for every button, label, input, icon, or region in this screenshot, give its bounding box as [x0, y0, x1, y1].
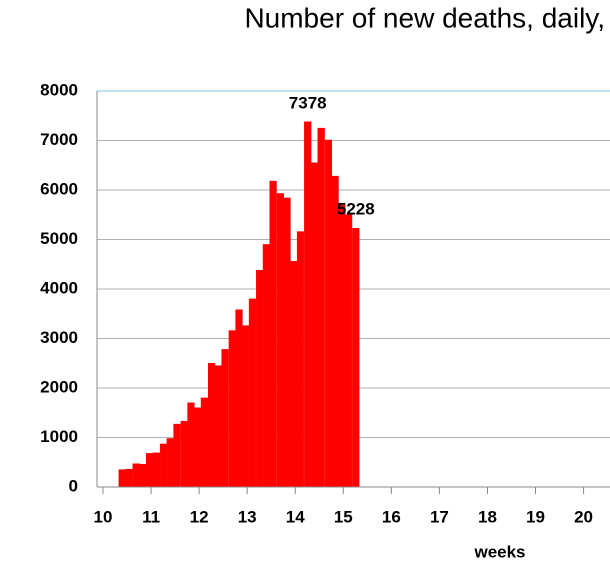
chart-title: Number of new deaths, daily,: [244, 2, 605, 33]
x-tick-label: 19: [526, 507, 545, 526]
bar: [214, 365, 222, 488]
bar: [118, 469, 126, 488]
x-tick-label: 12: [190, 507, 209, 526]
y-tick-label: 8000: [40, 80, 78, 99]
bar: [338, 204, 346, 488]
x-tick-label: 11: [142, 507, 160, 526]
data-label: 5228: [337, 200, 375, 219]
bar: [194, 407, 202, 488]
bar: [173, 423, 181, 488]
y-tick-label: 3000: [40, 328, 78, 347]
y-tick-label: 4000: [40, 278, 78, 297]
y-tick-label: 6000: [40, 179, 78, 198]
y-tick-label: 0: [69, 476, 78, 495]
bar: [139, 463, 147, 488]
bar: [166, 438, 174, 488]
bar: [159, 443, 168, 488]
y-tick-label: 5000: [40, 229, 78, 248]
bar: [324, 139, 333, 488]
bar: [208, 363, 216, 488]
bar: [317, 127, 325, 488]
y-tick-label: 7000: [40, 130, 78, 149]
x-tick-label: 20: [574, 507, 593, 526]
bar: [304, 121, 312, 488]
bar: [248, 298, 257, 488]
data-label: 7378: [289, 93, 327, 112]
x-tick-label: 13: [238, 507, 257, 526]
bar: [283, 197, 291, 488]
x-tick-label: 15: [334, 507, 353, 526]
bar: [296, 231, 305, 488]
bar: [242, 325, 250, 488]
bar: [146, 453, 154, 488]
bar: [276, 193, 284, 488]
bar: [235, 309, 243, 488]
x-tick-label: 10: [94, 507, 113, 526]
bar: [310, 162, 319, 488]
x-tick-label: 14: [286, 507, 305, 526]
bar: [125, 468, 133, 488]
bar: [344, 214, 353, 488]
bar: [152, 452, 160, 488]
x-tick-label: 18: [478, 507, 497, 526]
bar: [132, 463, 140, 488]
bar: [228, 330, 236, 488]
y-tick-label: 2000: [40, 377, 78, 396]
bar: [221, 349, 229, 488]
bar: [331, 175, 339, 488]
y-tick-label: 1000: [40, 427, 78, 446]
bar: [187, 402, 195, 488]
bar: [352, 227, 360, 488]
bar: [180, 420, 188, 488]
x-axis-label: weeks: [473, 542, 525, 561]
bar: [256, 269, 264, 488]
bar: [290, 261, 298, 488]
bar: [200, 397, 209, 488]
bar: [269, 180, 277, 488]
bar: [262, 244, 271, 488]
x-tick-label: 17: [430, 507, 449, 526]
x-tick-label: 16: [382, 507, 401, 526]
